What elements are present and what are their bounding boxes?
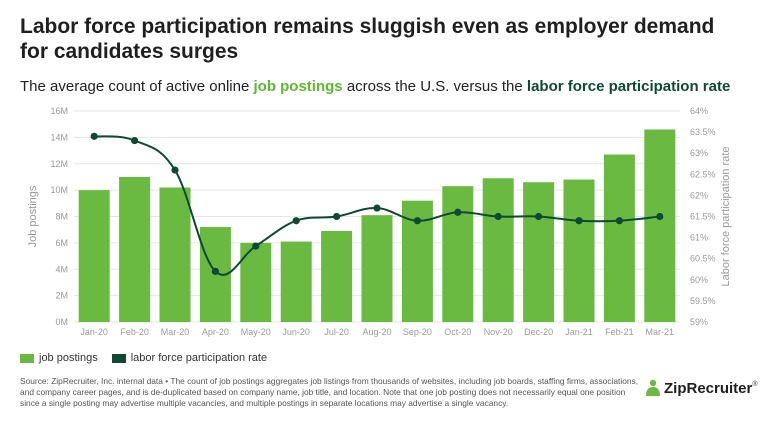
left-tick-label: 6M bbox=[55, 238, 68, 248]
bar bbox=[119, 176, 151, 322]
participation-rate-point bbox=[171, 166, 179, 174]
legend-swatch-bar bbox=[20, 353, 34, 363]
left-tick-label: 2M bbox=[55, 291, 68, 301]
x-tick-label: Jul-20 bbox=[324, 327, 349, 337]
right-tick-label: 59.5% bbox=[690, 296, 716, 306]
bar bbox=[78, 190, 110, 322]
bar bbox=[442, 186, 474, 322]
bar bbox=[361, 215, 393, 322]
right-tick-label: 63% bbox=[690, 148, 708, 158]
chart-legend: job postings labor force participation r… bbox=[20, 352, 281, 364]
right-axis-title: Labor force participation rate bbox=[720, 146, 732, 286]
logo-registered-mark: ® bbox=[752, 381, 758, 388]
x-tick-label: Oct-20 bbox=[444, 327, 471, 337]
x-tick-label: Apr-20 bbox=[202, 327, 229, 337]
participation-rate-point bbox=[292, 217, 300, 225]
participation-rate-point bbox=[373, 204, 381, 212]
legend-label-participation-rate: labor force participation rate bbox=[130, 352, 268, 364]
participation-rate-line bbox=[94, 135, 660, 276]
right-tick-label: 62% bbox=[690, 190, 708, 200]
x-tick-label: Mar-20 bbox=[161, 327, 190, 337]
right-tick-label: 61% bbox=[690, 233, 708, 243]
bar bbox=[280, 241, 312, 322]
left-tick-label: 8M bbox=[55, 212, 68, 222]
subtitle-highlight-participation-rate: labor force participation rate bbox=[526, 78, 731, 95]
x-tick-label: Feb-20 bbox=[120, 327, 149, 337]
legend-swatch-line bbox=[111, 353, 126, 363]
x-tick-label: Aug-20 bbox=[362, 327, 391, 337]
subtitle-text-middle: across the U.S. versus the bbox=[342, 78, 527, 95]
participation-rate-point bbox=[413, 217, 421, 225]
participation-rate-point bbox=[535, 212, 543, 221]
legend-item-job-postings: job postings bbox=[20, 352, 98, 364]
bar bbox=[482, 178, 514, 322]
bar bbox=[159, 187, 191, 322]
left-tick-label: 14M bbox=[50, 132, 68, 142]
right-tick-label: 62.5% bbox=[690, 169, 716, 179]
left-axis-title: Job postings bbox=[27, 185, 39, 247]
right-tick-label: 60% bbox=[690, 275, 708, 285]
participation-rate-point bbox=[494, 212, 502, 221]
right-tick-label: 61.5% bbox=[690, 212, 716, 222]
left-tick-label: 16M bbox=[50, 106, 68, 116]
bar bbox=[240, 242, 272, 322]
x-tick-label: Jun-20 bbox=[282, 327, 310, 337]
x-tick-label: Nov-20 bbox=[484, 327, 513, 337]
x-tick-label: Jan-21 bbox=[565, 327, 593, 337]
participation-rate-point bbox=[656, 212, 664, 221]
source-note: Source: ZipRecruiter, Inc. internal data… bbox=[20, 376, 639, 408]
ziprecruiter-logo: ZipRecruiter ® bbox=[645, 379, 758, 398]
x-tick-label: Feb-21 bbox=[605, 327, 634, 337]
x-tick-label: Jan-20 bbox=[80, 327, 108, 337]
logo-text: ZipRecruiter bbox=[664, 380, 753, 397]
participation-rate-point bbox=[333, 212, 341, 221]
right-tick-label: 60.5% bbox=[690, 254, 716, 264]
left-tick-label: 4M bbox=[55, 264, 68, 274]
bar bbox=[563, 179, 595, 322]
x-tick-label: Mar-21 bbox=[646, 327, 675, 337]
chart-title: Labor force participation remains sluggi… bbox=[20, 15, 715, 63]
bar bbox=[644, 129, 676, 322]
legend-item-participation-rate: labor force participation rate bbox=[111, 352, 268, 364]
participation-rate-point bbox=[252, 242, 260, 250]
right-tick-label: 64% bbox=[690, 106, 708, 116]
right-tick-label: 63.5% bbox=[690, 127, 716, 137]
ziprecruiter-icon bbox=[646, 379, 660, 396]
participation-rate-point bbox=[454, 208, 462, 216]
chart-subtitle: The average count of active online job p… bbox=[20, 78, 750, 95]
combo-chart: 0M 2M 4M 6M 8M 10M 12M 14M 16M 59% 59.5% 60% 60.5% 61… bbox=[27, 106, 732, 337]
subtitle-text-start: The average count of active online bbox=[20, 78, 254, 95]
right-tick-label: 59% bbox=[690, 317, 708, 327]
left-tick-label: 12M bbox=[50, 159, 68, 169]
participation-rate-point bbox=[575, 217, 583, 225]
bar bbox=[321, 231, 353, 322]
x-tick-label: Sep-20 bbox=[403, 327, 432, 337]
participation-rate-point bbox=[90, 132, 98, 140]
bar bbox=[603, 154, 635, 322]
participation-rate-point bbox=[211, 267, 219, 275]
x-tick-label: Dec-20 bbox=[524, 327, 553, 337]
subtitle-highlight-job-postings: job postings bbox=[253, 78, 343, 95]
participation-rate-point bbox=[615, 217, 624, 225]
bar bbox=[523, 182, 555, 322]
participation-rate-point bbox=[131, 136, 139, 145]
left-tick-label: 0M bbox=[55, 317, 68, 327]
left-tick-label: 10M bbox=[50, 185, 68, 195]
legend-label-job-postings: job postings bbox=[39, 352, 98, 364]
x-tick-label: May-20 bbox=[241, 327, 271, 337]
